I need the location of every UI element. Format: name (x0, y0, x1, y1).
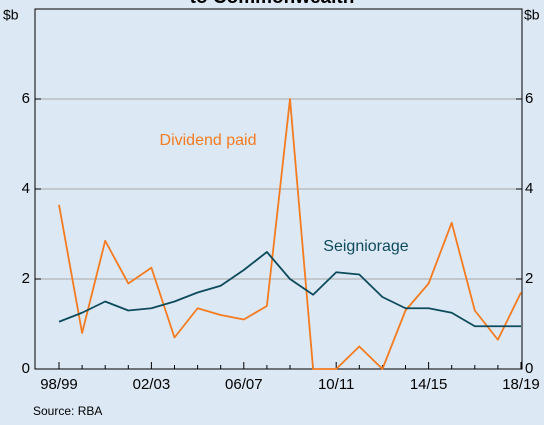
y-tick-label: 0 (22, 360, 30, 377)
series-label: Seigniorage (323, 238, 409, 255)
y-axis-label: $b (3, 7, 19, 23)
chart-title: to Commonwealth (190, 0, 355, 8)
y2-tick-label: 2 (525, 270, 533, 287)
y-tick-label: 2 (22, 270, 30, 287)
y2-axis-label: $b (524, 7, 540, 23)
series-line (58, 251, 521, 328)
x-tick-label: 02/03 (133, 376, 171, 393)
series-line (58, 98, 522, 370)
y2-tick-label: 6 (525, 90, 533, 107)
y2-tick-label: 0 (525, 360, 533, 377)
x-tick-label: 06/07 (225, 376, 263, 393)
x-tick-label: 18/19 (502, 376, 540, 393)
x-tick-label: 10/11 (318, 376, 354, 393)
y2-tick-label: 4 (525, 180, 533, 197)
y-tick-label: 6 (22, 90, 30, 107)
plot-frame (34, 8, 523, 370)
x-tick-label: 14/15 (410, 376, 448, 393)
x-tick-label: 98/99 (40, 376, 78, 393)
series-label: Dividend paid (160, 132, 257, 149)
source: Source: RBA (33, 404, 102, 418)
y-tick-label: 4 (22, 180, 30, 197)
